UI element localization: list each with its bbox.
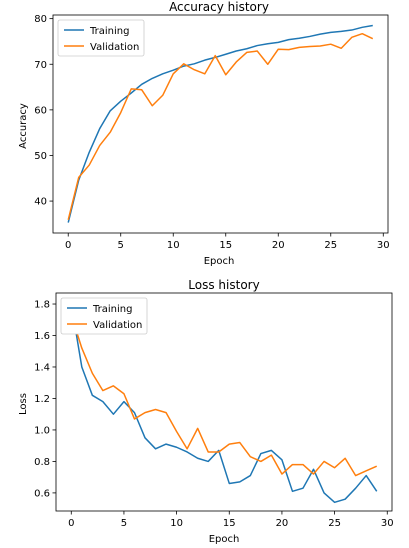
legend-box <box>57 19 145 57</box>
x-tick-label: 25 <box>328 518 341 529</box>
y-tick-label: 70 <box>34 60 47 71</box>
x-tick-label: 25 <box>324 240 337 251</box>
y-tick-label: 60 <box>34 105 47 116</box>
x-tick-label: 5 <box>118 240 124 251</box>
series-line-training <box>70 303 378 504</box>
plot-frame <box>52 14 389 234</box>
series-line-training <box>67 24 373 223</box>
y-axis-label: Loss <box>18 393 29 415</box>
loss-chart: Loss history Epoch Loss 0 5 10 15 20 25 300.60… <box>18 278 394 545</box>
chart-title: Accuracy history <box>169 0 269 14</box>
legend: Training Validation <box>57 19 145 57</box>
x-tick-label: 30 <box>381 518 394 529</box>
x-axis-label: Epoch <box>209 534 240 545</box>
y-tick-label: 50 <box>34 151 47 162</box>
y-axis-label: Accuracy <box>18 103 29 149</box>
axis-ticks: 0 5 10 15 20 25 30 40 50 60 70 80 <box>34 14 389 251</box>
x-tick-label: 10 <box>170 518 183 529</box>
legend-label-validation: Validation <box>93 320 142 331</box>
y-tick-label: 0.6 <box>34 488 50 499</box>
plot-frame <box>55 292 393 512</box>
y-tick-label: 1.8 <box>34 300 50 311</box>
axis-ticks: 0 5 10 15 20 25 30 0.6 0.8 1.0 1.2 1.4 1.6 1.8 <box>34 300 394 529</box>
x-tick-label: 20 <box>272 240 285 251</box>
x-tick-label: 5 <box>121 518 127 529</box>
legend-label-training: Training <box>89 26 129 37</box>
plot-lines <box>70 303 378 504</box>
x-tick-label: 15 <box>219 240 232 251</box>
y-tick-label: 1.2 <box>34 394 50 405</box>
chart-title: Loss history <box>188 278 259 292</box>
x-tick-label: 30 <box>377 240 390 251</box>
y-tick-label: 1.6 <box>34 331 50 342</box>
legend-label-training: Training <box>92 304 132 315</box>
x-tick-label: 0 <box>65 240 71 251</box>
y-tick-label: 1.4 <box>34 362 50 373</box>
y-tick-label: 1.0 <box>34 425 50 436</box>
series-line-validation <box>67 32 374 220</box>
x-tick-label: 10 <box>167 240 180 251</box>
legend-box <box>60 297 148 335</box>
x-tick-label: 15 <box>223 518 236 529</box>
y-tick-label: 40 <box>34 197 47 208</box>
x-axis-label: Epoch <box>204 256 235 267</box>
series-line-validation <box>70 314 378 477</box>
legend-label-validation: Validation <box>90 42 139 53</box>
x-tick-label: 20 <box>276 518 289 529</box>
accuracy-chart: Accuracy history Epoch Accuracy 0 5 10 15 20… <box>18 0 390 267</box>
plot-lines <box>67 24 374 223</box>
legend: Training Validation <box>60 297 148 335</box>
y-tick-label: 0.8 <box>34 457 50 468</box>
x-tick-label: 0 <box>68 518 74 529</box>
y-tick-label: 80 <box>34 14 47 25</box>
